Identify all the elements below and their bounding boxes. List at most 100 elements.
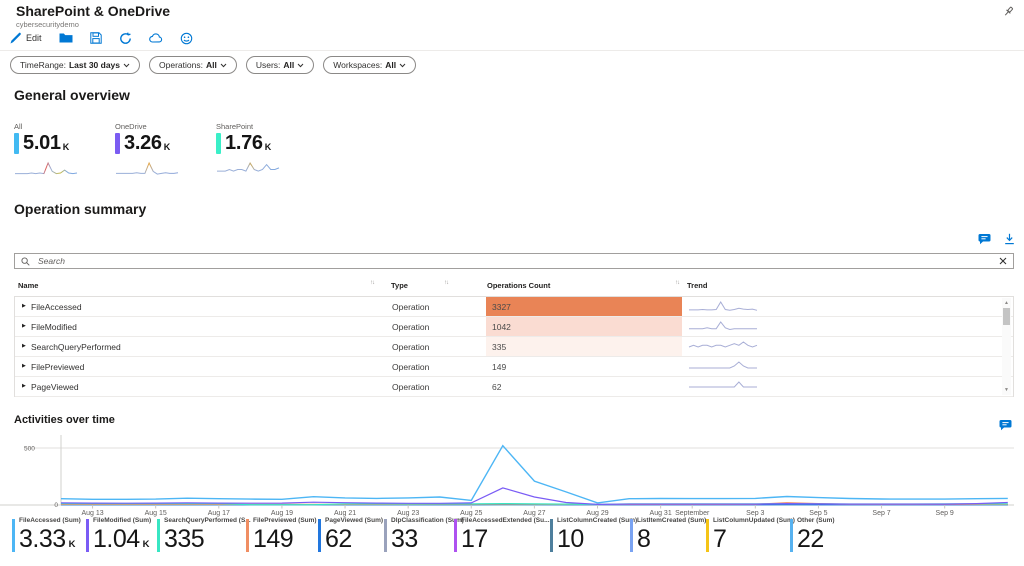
filter-label: Operations: [159, 60, 203, 70]
open-query-icon[interactable] [999, 419, 1012, 431]
filter-value: Last 30 days [68, 60, 121, 70]
sort-icon[interactable]: ↑↓ [444, 280, 449, 286]
tile-color-bar [384, 519, 387, 552]
table-row[interactable]: ▶ SearchQueryPerformed Operation 335 [15, 337, 1013, 357]
filter-operations[interactable]: Operations: All [149, 56, 237, 74]
metric-tile-pageviewed[interactable]: PageViewed (Sum) 62 [318, 517, 383, 552]
tile-value: 3.26 [124, 132, 162, 154]
table-row[interactable]: ▶ FileModified Operation 1042 [15, 317, 1013, 337]
tile-onedrive[interactable]: OneDrive 3.26 K [115, 122, 216, 177]
sort-icon[interactable]: ↑↓ [370, 280, 375, 286]
row-operations-count: 149 [492, 362, 507, 372]
operations-count-heat-cell: 1042 [486, 317, 682, 336]
grid-search [14, 253, 1014, 269]
row-trend-sparkline [689, 321, 757, 331]
filter-workspaces[interactable]: Workspaces: All [323, 56, 417, 74]
tile-value: 22 [797, 525, 824, 553]
expand-row-icon[interactable]: ▶ [22, 323, 26, 329]
chevron-down-icon [123, 63, 130, 67]
refresh-icon[interactable] [119, 31, 132, 45]
open-query-icon[interactable] [978, 233, 991, 245]
sort-icon[interactable]: ↑↓ [675, 280, 680, 286]
metric-tile-fileaccessed[interactable]: FileAccessed (Sum) 3.33 K [12, 517, 81, 558]
table-row[interactable]: ▶ PageViewed Operation 62 [15, 377, 1013, 397]
search-input[interactable] [36, 255, 993, 267]
tile-label: SharePoint [216, 122, 254, 131]
row-name: PageViewed [31, 382, 79, 392]
tile-color-bar [12, 519, 15, 552]
filter-label: Workspaces: [333, 60, 383, 70]
edit-button[interactable]: Edit [10, 32, 42, 44]
expand-row-icon[interactable]: ▶ [22, 383, 26, 389]
tile-label: All [14, 122, 23, 131]
tile-color-bar [790, 519, 793, 552]
scroll-up-icon[interactable]: ▲ [1004, 300, 1009, 306]
pin-icon[interactable] [1003, 5, 1015, 23]
metric-tile-listitemcreated[interactable]: ListItemCreated (Sum) 8 [630, 517, 706, 552]
tile-value: 7 [713, 525, 727, 553]
metric-tile-other[interactable]: Other (Sum) 22 [790, 517, 835, 552]
expand-row-icon[interactable]: ▶ [22, 343, 26, 349]
table-scrollbar[interactable]: ▲ ▼ [1002, 298, 1011, 395]
row-trend-sparkline [688, 341, 758, 348]
filter-timerange[interactable]: TimeRange: Last 30 days [10, 56, 141, 74]
row-name: FilePreviewed [31, 362, 85, 372]
tile-color-bar [706, 519, 709, 552]
tile-unit: K [264, 142, 272, 152]
overview-tiles: All 5.01 K OneDrive 3.26 K SharePoint 1.76… [14, 122, 317, 177]
tile-unit: K [163, 142, 171, 152]
tile-label: ListColumnCreated (Sum) [557, 517, 638, 524]
tile-label: PageViewed (Sum) [325, 517, 384, 524]
table-row[interactable]: ▶ FileAccessed Operation 3327 [15, 297, 1013, 317]
expand-row-icon[interactable]: ▶ [22, 363, 26, 369]
row-type: Operation [392, 322, 430, 332]
chevron-down-icon [399, 63, 406, 67]
metric-tile-filepreviewed[interactable]: FilePreviewed (Sum) 149 [246, 517, 317, 552]
tile-value: 8 [637, 525, 651, 553]
tile-sparkline [116, 161, 179, 175]
tile-sharepoint[interactable]: SharePoint 1.76 K [216, 122, 317, 177]
svg-text:500: 500 [24, 446, 35, 453]
tile-all[interactable]: All 5.01 K [14, 122, 115, 177]
filter-value: All [205, 60, 217, 70]
feedback-smiley-icon[interactable] [180, 32, 193, 45]
metric-tile-filemodified[interactable]: FileModified (Sum) 1.04 K [86, 517, 151, 558]
column-header-name[interactable]: Name [18, 281, 39, 290]
expand-row-icon[interactable]: ▶ [22, 303, 26, 309]
table-row[interactable]: ▶ FilePreviewed Operation 149 [15, 357, 1013, 377]
metric-tile-dlpclassification[interactable]: DlpClassification (Sum) 33 [384, 517, 464, 552]
tile-value: 1.04 K [93, 525, 150, 553]
metric-tile-searchqueryperformed[interactable]: SearchQueryPerformed (S... 335 [157, 517, 251, 552]
tile-color-bar [246, 519, 249, 552]
tile-color-bar [216, 133, 221, 154]
tile-value: 1.76 [225, 132, 263, 154]
tile-color-bar [550, 519, 553, 552]
row-trend-sparkline [689, 301, 758, 311]
tile-label: FileAccessed (Sum) [19, 517, 81, 524]
metric-tile-fileaccessedextended[interactable]: FileAccessedExtended (Su... 17 [454, 517, 550, 552]
column-header-type[interactable]: Type [391, 281, 408, 290]
filter-value: All [283, 60, 295, 70]
row-type: Operation [392, 382, 430, 392]
metric-tile-listcolumncreated[interactable]: ListColumnCreated (Sum) 10 [550, 517, 637, 552]
tile-unit: K [68, 539, 76, 550]
clear-search-icon[interactable] [999, 257, 1007, 265]
svg-text:0: 0 [54, 502, 58, 509]
scroll-down-icon[interactable]: ▼ [1004, 387, 1009, 393]
cloud-icon[interactable] [148, 32, 163, 44]
operations-count-heat-cell: 335 [486, 337, 682, 356]
column-header-trend[interactable]: Trend [687, 281, 708, 290]
x-axis-label: Sep 7 [872, 510, 890, 517]
tile-label: Other (Sum) [797, 517, 835, 524]
scrollbar-thumb[interactable] [1003, 308, 1010, 325]
folder-icon[interactable] [59, 32, 73, 44]
tile-label: OneDrive [115, 122, 147, 131]
tile-value: 33 [391, 525, 418, 553]
filter-users[interactable]: Users: All [245, 56, 315, 74]
export-download-icon[interactable] [1004, 233, 1015, 245]
save-icon[interactable] [89, 32, 102, 44]
column-header-operations-count[interactable]: Operations Count [487, 281, 551, 290]
metric-tile-listcolumnupdated[interactable]: ListColumnUpdated (Sum) 7 [706, 517, 795, 552]
operations-count-heat-cell: 3327 [486, 297, 682, 316]
chevron-down-icon [220, 63, 227, 67]
